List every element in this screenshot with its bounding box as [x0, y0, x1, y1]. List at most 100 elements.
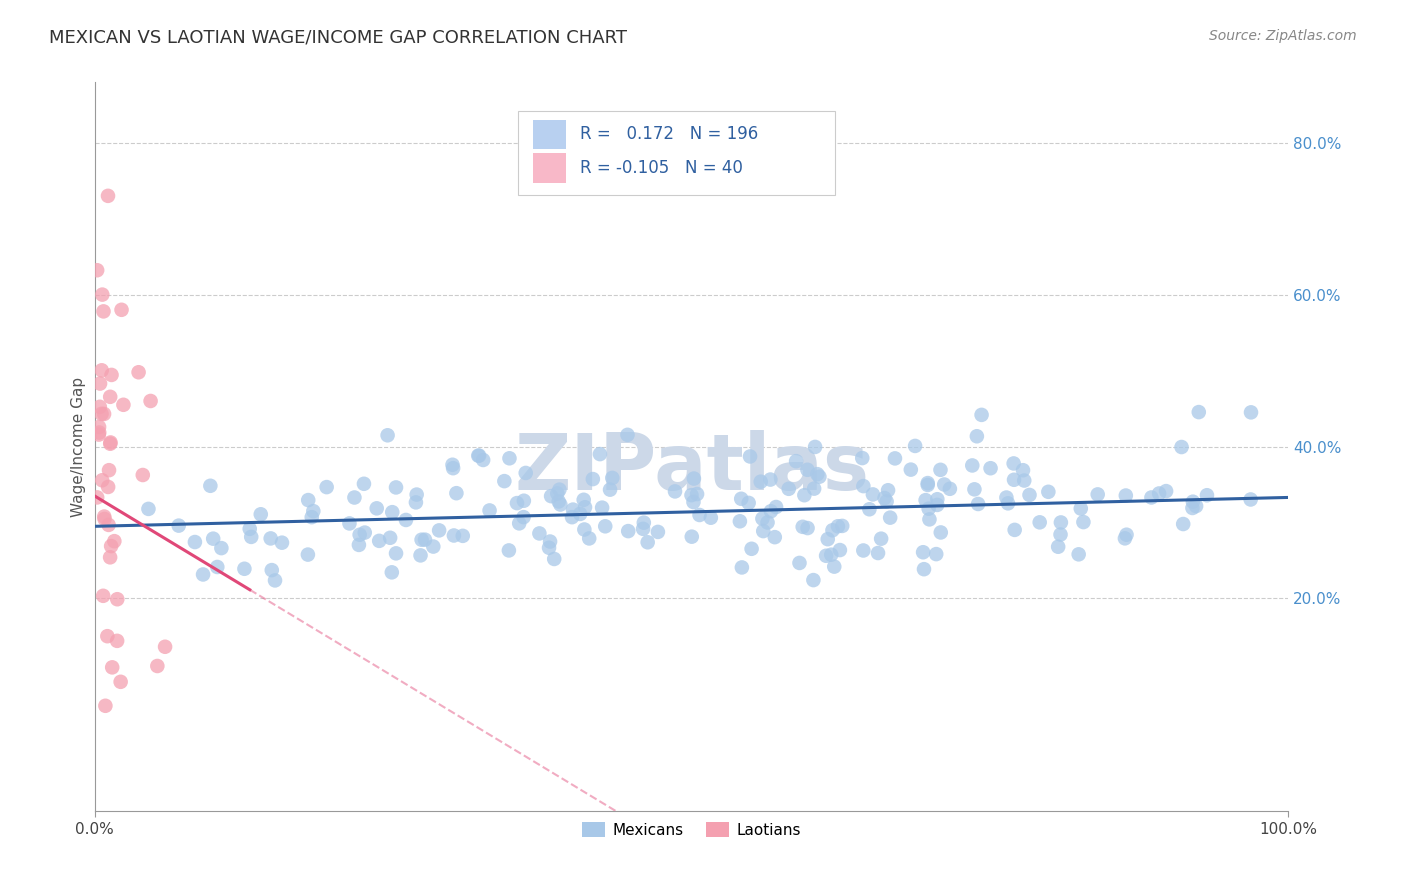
Point	[1002, 473, 1025, 487]
Point	[86, 491, 108, 505]
Point	[683, 472, 706, 486]
Point	[301, 510, 323, 524]
Point	[413, 533, 436, 547]
Point	[540, 489, 562, 503]
Point	[731, 560, 754, 574]
Point	[789, 556, 811, 570]
Point	[378, 531, 401, 545]
Point	[1170, 440, 1192, 454]
Point	[1185, 499, 1208, 513]
Point	[917, 501, 939, 516]
Point	[472, 453, 495, 467]
Point	[385, 480, 408, 494]
Point	[105, 633, 128, 648]
Point	[870, 532, 893, 546]
Point	[851, 451, 873, 466]
Point	[508, 516, 530, 531]
Point	[94, 698, 117, 713]
Point	[815, 549, 838, 563]
Point	[353, 476, 375, 491]
Point	[862, 487, 884, 501]
Point	[98, 390, 121, 404]
Point	[90, 407, 112, 421]
Point	[939, 482, 962, 496]
Point	[804, 440, 827, 454]
Point	[89, 400, 111, 414]
Point	[200, 479, 222, 493]
Point	[803, 573, 825, 587]
Point	[752, 524, 775, 538]
Point	[297, 548, 319, 562]
Point	[1050, 516, 1073, 530]
Point	[191, 567, 214, 582]
Point	[759, 473, 782, 487]
Point	[98, 436, 121, 450]
Point	[100, 435, 122, 450]
Point	[98, 463, 121, 477]
Point	[91, 287, 114, 301]
Point	[1047, 540, 1070, 554]
Text: ZIPatlas: ZIPatlas	[515, 431, 869, 507]
Point	[87, 427, 110, 442]
Point	[339, 516, 361, 531]
Point	[343, 491, 366, 505]
Point	[700, 510, 723, 524]
Point	[1181, 500, 1204, 515]
Point	[209, 541, 232, 555]
Point	[917, 478, 939, 492]
Point	[823, 559, 845, 574]
Point	[617, 524, 640, 538]
Point	[468, 449, 491, 463]
Point	[876, 494, 898, 508]
Point	[637, 535, 659, 549]
Point	[686, 487, 709, 501]
Point	[967, 497, 990, 511]
Point	[817, 532, 839, 546]
Point	[153, 640, 176, 654]
Point	[239, 522, 262, 536]
Point	[682, 495, 704, 509]
Point	[873, 491, 896, 505]
Point	[207, 560, 229, 574]
Point	[737, 496, 759, 510]
Point	[97, 480, 120, 494]
Point	[264, 574, 287, 588]
Point	[751, 511, 773, 525]
Point	[562, 502, 585, 516]
Point	[1012, 463, 1035, 477]
Point	[89, 425, 111, 440]
Point	[599, 483, 621, 497]
Point	[441, 458, 464, 472]
Point	[749, 475, 772, 489]
Point	[529, 526, 551, 541]
Point	[1070, 501, 1092, 516]
Point	[827, 519, 849, 533]
Point	[904, 439, 927, 453]
Point	[1049, 527, 1071, 541]
Point	[778, 482, 800, 496]
Point	[1073, 515, 1095, 529]
Point	[785, 454, 807, 468]
Point	[498, 543, 520, 558]
Point	[138, 502, 160, 516]
Point	[572, 492, 595, 507]
Point	[546, 486, 568, 500]
Point	[260, 563, 283, 577]
Point	[1115, 527, 1137, 541]
Point	[1115, 489, 1137, 503]
Point	[368, 533, 391, 548]
Point	[441, 461, 464, 475]
Point	[616, 427, 638, 442]
Point	[260, 532, 283, 546]
Point	[395, 513, 418, 527]
Point	[100, 368, 122, 382]
Point	[980, 461, 1002, 475]
Point	[167, 518, 190, 533]
Point	[852, 479, 875, 493]
Legend: Mexicans, Laotians: Mexicans, Laotians	[575, 815, 807, 844]
Point	[93, 509, 115, 524]
Point	[925, 547, 948, 561]
Point	[765, 500, 787, 514]
Point	[302, 504, 325, 518]
Point	[934, 477, 956, 491]
